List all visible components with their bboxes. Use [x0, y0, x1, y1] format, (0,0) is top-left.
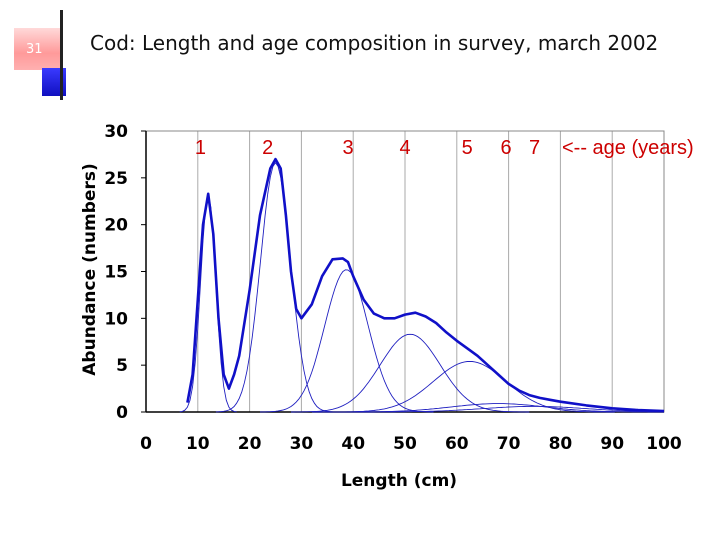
age-label-6: 6 — [500, 137, 511, 159]
slide-number: 31 — [26, 42, 43, 57]
x-tick-label-10: 10 — [186, 434, 210, 454]
y-axis-title: Abundance (numbers) — [80, 163, 100, 375]
age-label-4: 4 — [399, 137, 410, 159]
y-tick-label-0: 0 — [116, 403, 128, 423]
age-label-2: 2 — [262, 137, 273, 159]
series-age-7 — [327, 405, 665, 413]
series-total — [186, 157, 665, 413]
x-tick-label-40: 40 — [341, 434, 365, 454]
series-age-2 — [215, 162, 336, 413]
x-tick-label-70: 70 — [497, 434, 521, 454]
age-label-3: 3 — [342, 137, 353, 159]
slide-number-badge — [14, 28, 62, 70]
age-label-7: 7 — [529, 137, 540, 159]
x-axis-title: Length (cm) — [341, 471, 457, 491]
y-tick-label-20: 20 — [104, 216, 128, 236]
series-age-3 — [260, 269, 434, 413]
title-divider — [60, 10, 63, 100]
x-tick-label-60: 60 — [445, 434, 469, 454]
x-tick-label-20: 20 — [238, 434, 262, 454]
series-age-4 — [291, 333, 530, 413]
x-tick-label-90: 90 — [600, 434, 624, 454]
age-label-5: 5 — [462, 137, 473, 159]
x-tick-label-100: 100 — [646, 434, 682, 454]
y-tick-label-15: 15 — [104, 263, 128, 283]
y-tick-label-25: 25 — [104, 169, 128, 189]
y-tick-label-10: 10 — [104, 309, 128, 329]
page-title: Cod: Length and age composition in surve… — [90, 31, 659, 55]
x-tick-label-80: 80 — [549, 434, 573, 454]
age-annotation: <-- age (years) — [562, 137, 694, 159]
y-tick-label-5: 5 — [116, 356, 128, 376]
age-label-1: 1 — [195, 137, 206, 159]
x-tick-label-30: 30 — [290, 434, 314, 454]
y-tick-label-30: 30 — [104, 122, 128, 142]
series-age-1 — [179, 194, 237, 413]
x-tick-label-0: 0 — [140, 434, 152, 454]
series-age-5 — [324, 360, 615, 413]
x-tick-label-50: 50 — [393, 434, 417, 454]
